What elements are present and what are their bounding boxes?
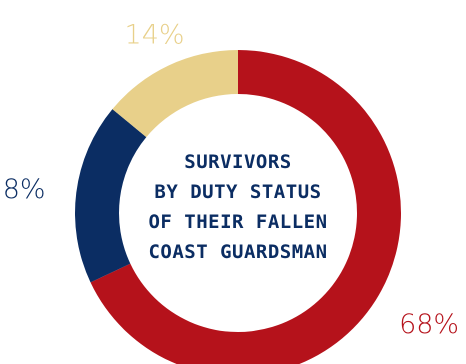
center-title: SURVIVORS BY DUTY STATUS OF THEIR FALLEN…: [148, 151, 327, 263]
slice-1: [90, 50, 401, 364]
slice-label-2: 18%: [0, 174, 46, 205]
slice-2: [75, 109, 147, 283]
slice-label-3: 14%: [125, 20, 185, 51]
donut-slices: [75, 50, 401, 364]
slice-label-1: 68%: [399, 309, 459, 340]
slice-3: [112, 50, 238, 138]
center-title-line-2: BY DUTY STATUS: [154, 181, 321, 203]
center-title-line-3: OF THEIR FALLEN: [148, 211, 327, 233]
center-title-line-4: COAST GUARDSMAN: [148, 241, 327, 263]
center-title-line-1: SURVIVORS: [184, 151, 291, 173]
slice-labels: 68% 18% 14%: [0, 20, 459, 340]
